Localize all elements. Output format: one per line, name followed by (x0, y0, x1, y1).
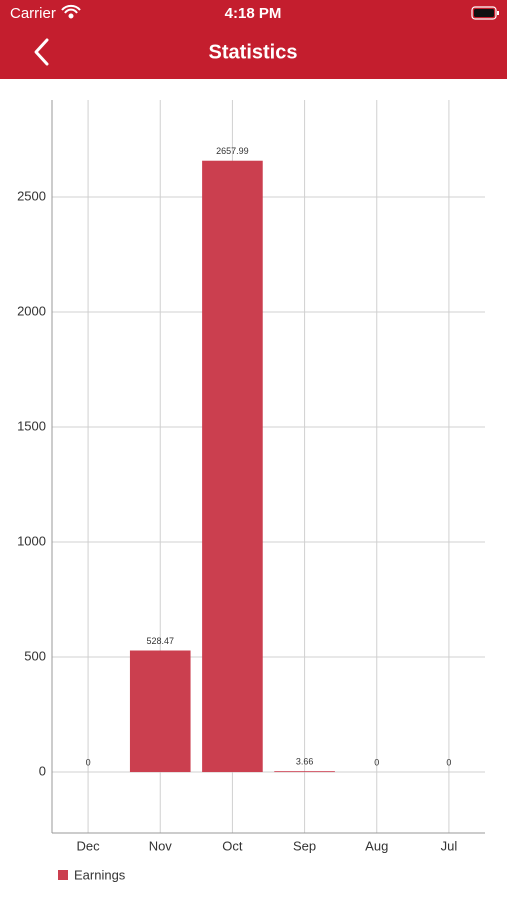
clock: 4:18 PM (225, 5, 282, 22)
legend-swatch (58, 870, 68, 880)
nav-title: Statistics (209, 41, 298, 63)
y-tick-label: 2000 (17, 303, 46, 318)
bar (129, 650, 191, 773)
y-tick-label: 500 (24, 648, 46, 663)
header-bg (0, 0, 507, 79)
bar (274, 771, 335, 773)
x-tick-label: Dec (77, 838, 101, 853)
x-tick-label: Oct (222, 838, 243, 853)
x-tick-label: Jul (441, 838, 458, 853)
value-label: 2657.99 (216, 146, 249, 156)
y-tick-label: 1500 (17, 418, 46, 433)
x-tick-label: Nov (149, 838, 173, 853)
carrier: Carrier (10, 5, 56, 22)
x-tick-label: Aug (365, 838, 388, 853)
value-label: 528.47 (146, 636, 174, 646)
x-tick-label: Sep (293, 838, 316, 853)
value-label: 0 (374, 757, 379, 767)
wifi-icon (61, 4, 81, 19)
value-label: 3.66 (296, 757, 314, 767)
y-tick-label: 0 (39, 763, 46, 778)
value-label: 0 (86, 757, 91, 767)
bar (202, 160, 263, 773)
back-button[interactable] (34, 38, 49, 66)
y-tick-label: 1000 (17, 533, 46, 548)
y-tick-label: 2500 (17, 188, 46, 203)
value-label: 0 (446, 757, 451, 767)
battery-icon (471, 6, 499, 20)
legend-label: Earnings (74, 867, 126, 882)
